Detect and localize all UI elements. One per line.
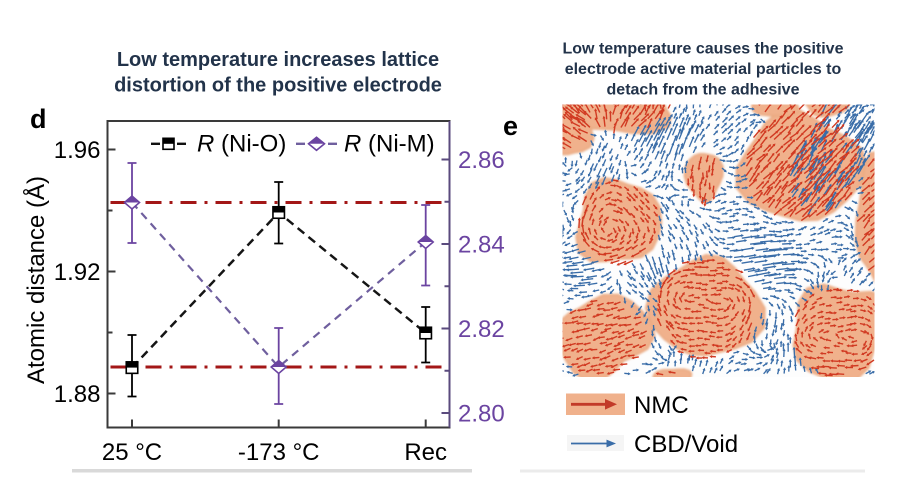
svg-text:detach from the adhesive: detach from the adhesive <box>607 82 800 99</box>
svg-text:R (Ni-O): R (Ni-O) <box>197 131 286 158</box>
svg-text:1.92: 1.92 <box>54 259 101 286</box>
svg-text:Low temperature increases latt: Low temperature increases lattice <box>117 49 439 71</box>
svg-text:electrode active material part: electrode active material particles to <box>565 61 842 78</box>
svg-text:Low temperature causes the pos: Low temperature causes the positive <box>563 41 844 58</box>
svg-text:2.82: 2.82 <box>458 316 505 343</box>
svg-text:1.88: 1.88 <box>54 381 101 408</box>
svg-text:NMC: NMC <box>634 392 689 419</box>
svg-text:CBD/Void: CBD/Void <box>634 431 738 458</box>
svg-text:distortion of the positive ele: distortion of the positive electrode <box>114 75 442 97</box>
svg-text:-173 °C: -173 °C <box>238 439 320 466</box>
svg-text:2.84: 2.84 <box>458 232 505 259</box>
svg-text:1.96: 1.96 <box>54 137 101 164</box>
svg-text:Atomic distance (Å): Atomic distance (Å) <box>22 176 50 384</box>
svg-text:2.86: 2.86 <box>458 147 505 174</box>
svg-text:d: d <box>30 104 47 134</box>
svg-text:2.80: 2.80 <box>458 401 505 428</box>
svg-text:R (Ni-M): R (Ni-M) <box>344 131 435 158</box>
svg-text:e: e <box>503 111 518 141</box>
svg-text:Rec: Rec <box>404 439 447 466</box>
svg-text:25 °C: 25 °C <box>102 439 162 466</box>
